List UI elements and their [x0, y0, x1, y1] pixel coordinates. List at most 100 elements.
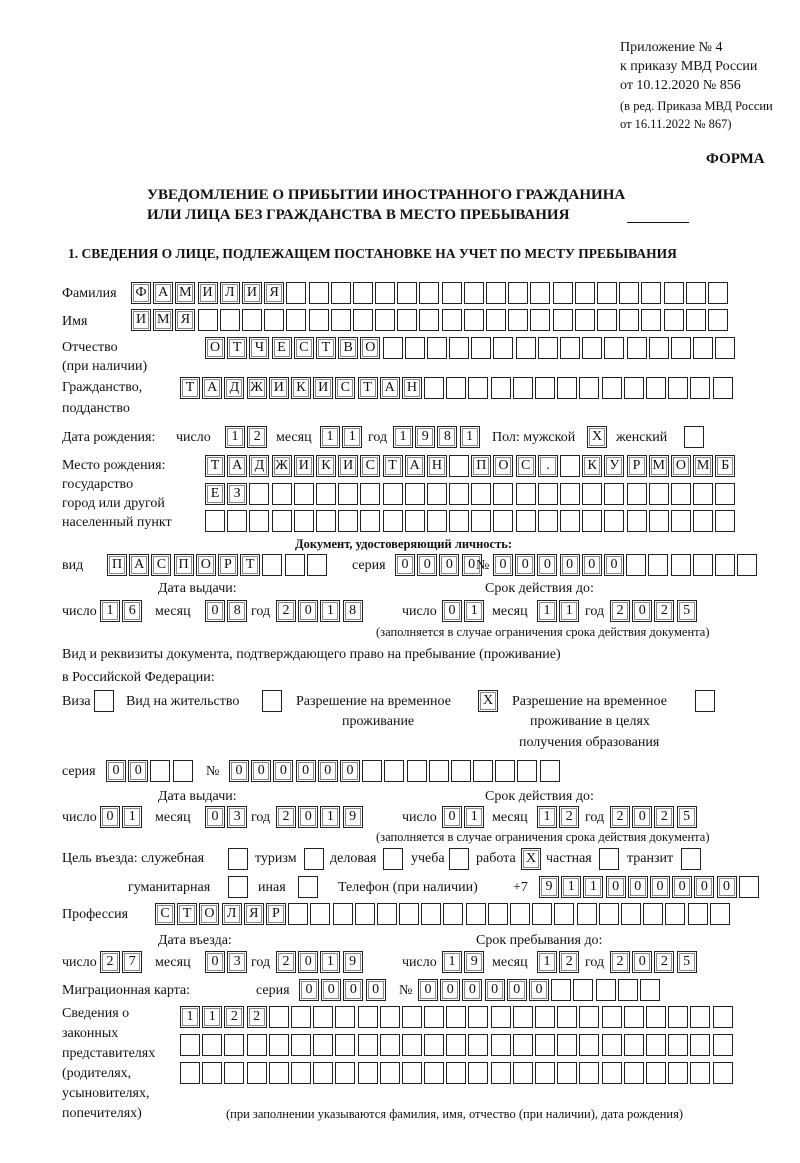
char-box[interactable]: [551, 979, 572, 1001]
char-box[interactable]: [354, 903, 375, 925]
char-box[interactable]: [690, 1006, 711, 1028]
char-box[interactable]: [150, 760, 171, 782]
char-box[interactable]: 0: [461, 554, 482, 576]
char-box[interactable]: [604, 483, 625, 505]
char-box[interactable]: [382, 510, 403, 532]
char-box[interactable]: 1: [537, 951, 557, 973]
char-box[interactable]: [375, 282, 396, 304]
char-box[interactable]: 0: [298, 600, 319, 622]
purpose-tourism-checkbox[interactable]: [304, 848, 326, 870]
char-box[interactable]: [224, 1062, 245, 1084]
char-box[interactable]: 2: [654, 951, 675, 973]
char-box[interactable]: [406, 760, 427, 782]
char-box[interactable]: 3: [227, 951, 248, 973]
char-box[interactable]: [264, 309, 285, 331]
char-box[interactable]: [573, 979, 594, 1001]
char-box[interactable]: 8: [342, 600, 363, 622]
char-box[interactable]: [560, 455, 580, 477]
char-box[interactable]: И: [131, 309, 151, 331]
char-box[interactable]: 0: [603, 554, 624, 576]
char-box[interactable]: [626, 337, 647, 359]
char-box[interactable]: [665, 903, 686, 925]
char-box[interactable]: [557, 1062, 578, 1084]
char-box[interactable]: [601, 377, 622, 399]
char-box[interactable]: С: [155, 903, 175, 925]
char-box[interactable]: А: [153, 282, 174, 304]
char-box[interactable]: [449, 455, 470, 477]
char-box[interactable]: [197, 309, 218, 331]
char-box[interactable]: [626, 510, 647, 532]
char-box[interactable]: 0: [462, 979, 483, 1001]
male-checkbox[interactable]: X: [587, 426, 609, 448]
char-box[interactable]: 0: [299, 979, 319, 1001]
char-box[interactable]: 0: [298, 951, 319, 973]
char-box[interactable]: .: [537, 455, 558, 477]
char-box[interactable]: [530, 309, 551, 331]
char-box[interactable]: [471, 483, 492, 505]
char-box[interactable]: [582, 483, 603, 505]
char-box[interactable]: 1: [464, 600, 485, 622]
char-box[interactable]: 8: [227, 600, 248, 622]
char-box[interactable]: [202, 1062, 223, 1084]
char-box[interactable]: 3: [227, 806, 248, 828]
char-box[interactable]: [738, 876, 759, 898]
char-box[interactable]: [495, 760, 516, 782]
char-box[interactable]: Т: [177, 903, 198, 925]
char-box[interactable]: [582, 337, 603, 359]
char-box[interactable]: 0: [418, 979, 438, 1001]
char-box[interactable]: [290, 1006, 311, 1028]
char-box[interactable]: Н: [401, 377, 422, 399]
char-box[interactable]: [582, 510, 603, 532]
char-box[interactable]: О: [670, 455, 691, 477]
char-box[interactable]: 0: [515, 554, 536, 576]
char-box[interactable]: [202, 1034, 223, 1056]
char-box[interactable]: [692, 554, 713, 576]
char-box[interactable]: [617, 979, 638, 1001]
char-box[interactable]: [648, 483, 669, 505]
char-box[interactable]: [535, 377, 555, 399]
char-box[interactable]: [557, 377, 578, 399]
char-box[interactable]: 0: [484, 979, 505, 1001]
char-box[interactable]: [357, 1006, 378, 1028]
char-box[interactable]: [604, 510, 625, 532]
char-box[interactable]: [707, 309, 728, 331]
char-box[interactable]: [424, 1006, 445, 1028]
char-box[interactable]: [219, 309, 240, 331]
char-box[interactable]: [670, 337, 691, 359]
char-box[interactable]: [693, 510, 714, 532]
char-box[interactable]: [268, 1062, 289, 1084]
char-box[interactable]: [515, 510, 536, 532]
char-box[interactable]: [335, 1006, 356, 1028]
char-box[interactable]: [709, 903, 730, 925]
char-box[interactable]: [180, 1062, 200, 1084]
char-box[interactable]: [645, 1006, 666, 1028]
char-box[interactable]: 0: [395, 554, 415, 576]
char-box[interactable]: [552, 282, 573, 304]
char-box[interactable]: [379, 1062, 400, 1084]
char-box[interactable]: [357, 1034, 378, 1056]
char-box[interactable]: С: [151, 554, 172, 576]
char-box[interactable]: [268, 1034, 289, 1056]
char-box[interactable]: [384, 760, 405, 782]
char-box[interactable]: [552, 309, 573, 331]
char-box[interactable]: 0: [632, 806, 653, 828]
char-box[interactable]: Л: [221, 903, 242, 925]
char-box[interactable]: 0: [493, 554, 513, 576]
char-box[interactable]: [246, 1062, 267, 1084]
char-box[interactable]: [685, 282, 706, 304]
char-box[interactable]: [493, 510, 514, 532]
char-box[interactable]: [401, 1006, 422, 1028]
char-box[interactable]: X: [478, 690, 498, 712]
char-box[interactable]: [508, 282, 529, 304]
char-box[interactable]: 1: [320, 806, 341, 828]
char-box[interactable]: П: [173, 554, 194, 576]
char-box[interactable]: [687, 903, 708, 925]
char-box[interactable]: [508, 309, 529, 331]
